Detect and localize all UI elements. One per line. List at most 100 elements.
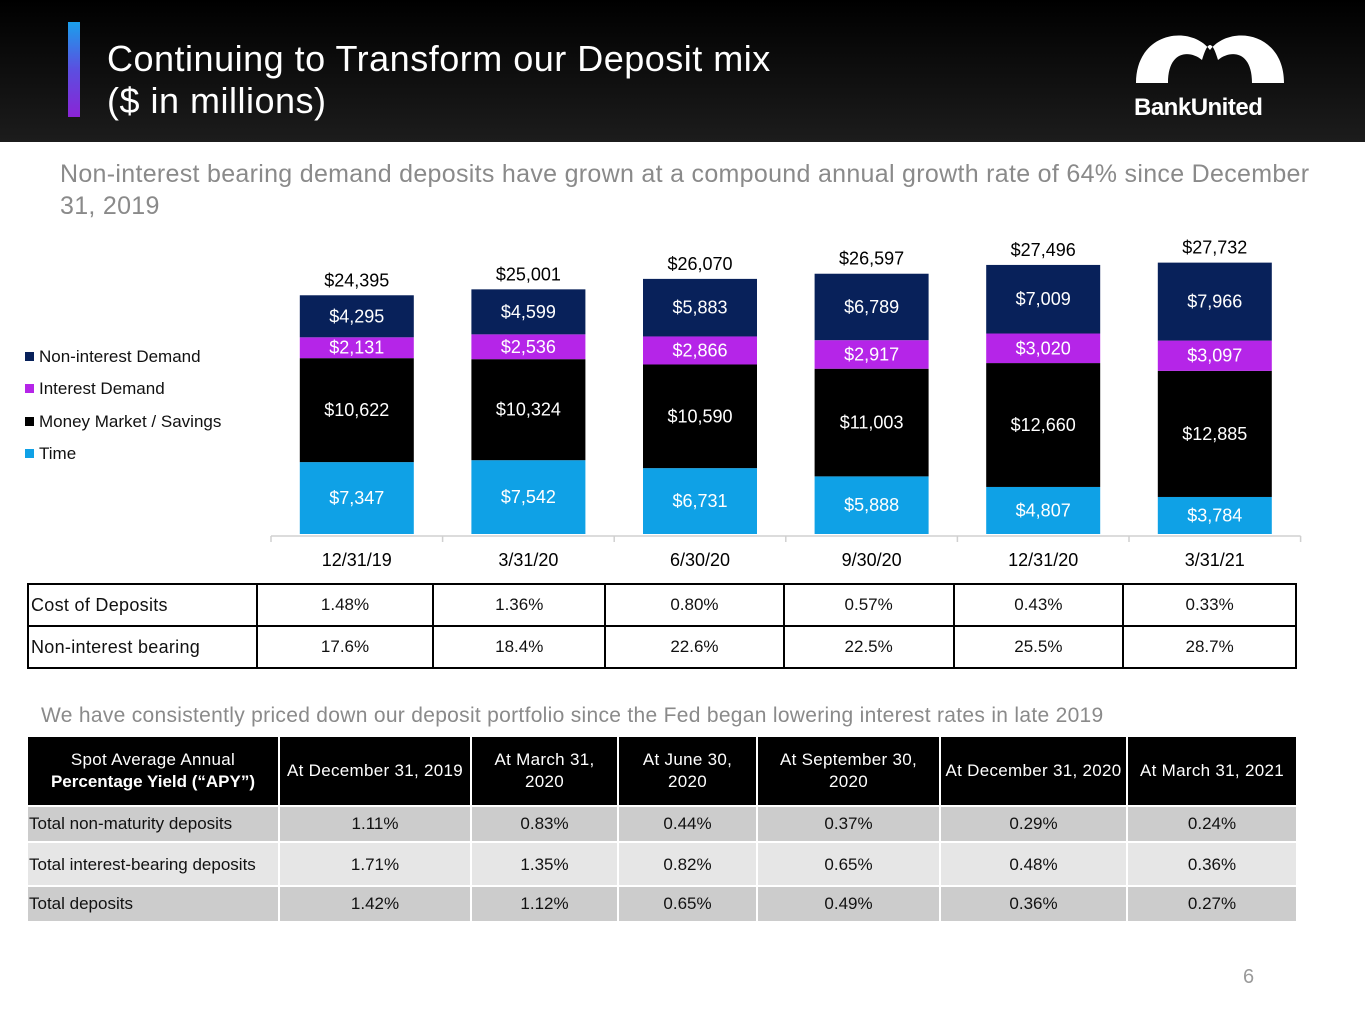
legend-swatch xyxy=(25,417,34,426)
data-label-money-market: $10,324 xyxy=(496,400,561,420)
slide-subtitle: Non-interest bearing demand deposits hav… xyxy=(60,160,1310,220)
row-label: Total non-maturity deposits xyxy=(27,806,279,842)
data-label-interest-demand: $3,020 xyxy=(1016,338,1071,358)
apy-column-header: At December 31, 2020 xyxy=(940,736,1127,806)
bar-segment-time xyxy=(299,462,414,534)
bar-segment-non-interest-demand xyxy=(1157,262,1272,341)
table-cell: 17.6% xyxy=(255,625,435,669)
table-cell: 0.44% xyxy=(618,806,757,842)
table-cell: 0.65% xyxy=(618,886,757,922)
apy-table: Spot Average Annual Percentage Yield (“AP… xyxy=(27,736,1297,922)
table-cell: 0.37% xyxy=(757,806,940,842)
x-tick-label: 9/30/20 xyxy=(842,550,902,570)
row-label: Cost of Deposits xyxy=(27,583,258,627)
data-label-interest-demand: $2,866 xyxy=(672,340,727,360)
legend-item-interest-demand: Interest Demand xyxy=(25,379,165,399)
x-tick-label: 6/30/20 xyxy=(670,550,730,570)
data-label-time: $7,542 xyxy=(501,487,556,507)
table-cell: 1.35% xyxy=(471,842,618,886)
table-cell: 0.36% xyxy=(1127,842,1297,886)
total-label: $24,395 xyxy=(324,270,389,290)
bar-segment-money-market xyxy=(299,358,414,463)
row-label: Non-interest bearing xyxy=(27,625,258,669)
table-cell: 0.48% xyxy=(940,842,1127,886)
bar-segment-non-interest-demand xyxy=(986,264,1101,334)
table-cell: 22.5% xyxy=(782,625,955,669)
bar-segment-money-market xyxy=(1157,370,1272,497)
bar-segment-money-market xyxy=(814,368,929,477)
legend-swatch xyxy=(25,352,34,361)
data-label-non-interest-demand: $5,883 xyxy=(672,298,727,318)
table-cell: 1.48% xyxy=(255,583,435,627)
table-row: Total non-maturity deposits 1.11% 0.83% … xyxy=(27,806,1297,842)
bar-segment-interest-demand xyxy=(299,337,414,359)
legend-swatch xyxy=(25,449,34,458)
total-label: $26,597 xyxy=(839,249,904,269)
data-label-non-interest-demand: $4,599 xyxy=(501,302,556,322)
apy-column-header: At June 30, 2020 xyxy=(618,736,757,806)
table-cell: 0.27% xyxy=(1127,886,1297,922)
data-label-money-market: $11,003 xyxy=(840,413,904,433)
x-tick-label: 3/31/20 xyxy=(498,550,558,570)
page-number: 6 xyxy=(1243,966,1255,988)
slide-header: Continuing to Transform our Deposit mix … xyxy=(0,0,1365,142)
data-label-interest-demand: $2,131 xyxy=(329,338,384,358)
bar-segment-interest-demand xyxy=(471,334,586,360)
data-label-money-market: $10,622 xyxy=(324,400,389,420)
bar-segment-time xyxy=(1157,496,1272,534)
table-cell: 22.6% xyxy=(604,625,785,669)
bar-segment-money-market xyxy=(643,364,757,469)
table-row: Total deposits 1.42% 1.12% 0.65% 0.49% 0… xyxy=(27,886,1297,922)
data-label-non-interest-demand: $7,966 xyxy=(1187,292,1242,312)
data-label-money-market: $10,590 xyxy=(667,406,732,426)
data-label-non-interest-demand: $7,009 xyxy=(1016,289,1071,309)
bankunited-logo-icon xyxy=(1136,35,1284,83)
table-cell: 1.71% xyxy=(279,842,471,886)
data-label-time: $3,784 xyxy=(1187,505,1242,525)
bar-segment-money-market xyxy=(471,359,586,461)
table-row: Cost of Deposits 1.48% 1.36% 0.80% 0.57%… xyxy=(27,583,1297,627)
bar-segment-non-interest-demand xyxy=(299,295,414,338)
legend-item-non-interest-demand: Non-interest Demand xyxy=(25,347,201,367)
table-cell: 0.57% xyxy=(782,583,955,627)
bar-segment-non-interest-demand xyxy=(814,273,929,341)
title-accent-bar xyxy=(68,22,80,117)
table-cell: 1.11% xyxy=(279,806,471,842)
legend-item-money-market: Money Market / Savings xyxy=(25,412,221,432)
data-label-interest-demand: $3,097 xyxy=(1187,346,1242,366)
slide-title: Continuing to Transform our Deposit mix xyxy=(107,38,771,79)
data-label-money-market: $12,885 xyxy=(1182,424,1247,444)
bar-segment-interest-demand xyxy=(986,333,1101,364)
data-label-time: $5,888 xyxy=(844,495,899,515)
table-cell: 25.5% xyxy=(952,625,1125,669)
x-tick-label: 12/31/19 xyxy=(322,550,392,570)
apy-column-header: At March 31, 2020 xyxy=(471,736,618,806)
apy-column-header: At December 31, 2019 xyxy=(279,736,471,806)
data-label-time: $6,731 xyxy=(672,491,727,511)
slide-title-units: ($ in millions) xyxy=(107,80,327,121)
table-cell: 28.7% xyxy=(1122,625,1297,669)
row-label: Total deposits xyxy=(27,886,279,922)
table-cell: 0.49% xyxy=(757,886,940,922)
data-label-time: $4,807 xyxy=(1016,500,1071,520)
apy-header-label: Spot Average Annual Percentage Yield (“AP… xyxy=(27,736,279,806)
table-cell: 1.36% xyxy=(432,583,607,627)
bar-segment-interest-demand xyxy=(1157,340,1272,371)
total-label: $27,496 xyxy=(1011,240,1076,260)
bar-segment-interest-demand xyxy=(643,336,757,365)
data-label-non-interest-demand: $4,295 xyxy=(329,306,384,326)
apy-header-row: Spot Average Annual Percentage Yield (“AP… xyxy=(27,736,1297,806)
bar-segment-time xyxy=(643,468,757,534)
table-cell: 18.4% xyxy=(432,625,607,669)
bar-segment-time xyxy=(814,476,929,534)
table-cell: 0.29% xyxy=(940,806,1127,842)
apy-caption: We have consistently priced down our dep… xyxy=(41,704,1104,727)
x-tick-label: 12/31/20 xyxy=(1008,550,1078,570)
data-label-time: $7,347 xyxy=(329,488,384,508)
table-cell: 0.80% xyxy=(604,583,785,627)
table-cell: 0.82% xyxy=(618,842,757,886)
apy-column-header: At March 31, 2021 xyxy=(1127,736,1297,806)
bar-segment-time xyxy=(986,486,1101,534)
x-tick-label: 3/31/21 xyxy=(1185,550,1245,570)
total-label: $27,732 xyxy=(1182,238,1247,258)
